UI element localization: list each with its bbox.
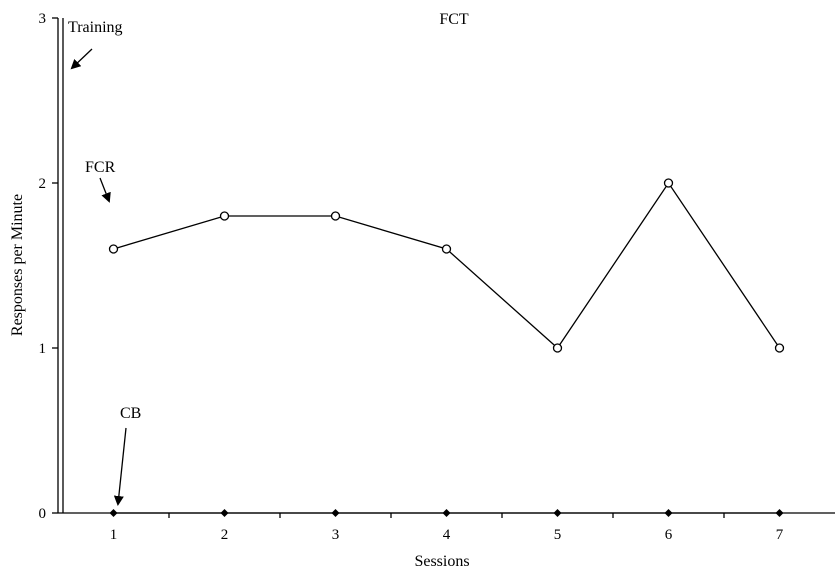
series-layer [108,178,785,517]
x-tick-label: 7 [776,527,784,543]
arrow-training [70,48,93,70]
x-tick-label: 5 [554,527,562,543]
x-tick-label: 2 [221,527,229,543]
fcr-point [663,178,674,188]
x-axis-label: Sessions [414,553,469,570]
cb-point [442,509,451,517]
annotation-training: Training [68,19,123,36]
annotation-fcr: FCR [85,159,116,176]
fcr-point [219,211,230,221]
arrow-fcr [99,177,111,203]
y-tick-label: 3 [39,11,47,27]
cb-point [220,509,229,517]
x-tick-label: 6 [665,527,673,543]
cb-point [331,509,340,517]
fcr-series-line [113,181,781,349]
cb-point [775,509,784,517]
x-tick-label: 4 [443,527,451,543]
x-tick-label: 1 [110,527,118,543]
x-tick-label: 3 [332,527,340,543]
cb-point [109,509,118,517]
cb-point [664,509,673,517]
fcr-point [552,343,563,353]
cb-point [553,509,562,517]
y-axis-label: Responses per Minute [9,194,26,336]
fcr-point [441,244,452,254]
y-tick-label: 1 [39,341,47,357]
fcr-point [108,244,119,254]
fcr-point [330,211,341,221]
y-tick-label: 0 [39,506,47,522]
annotation-cb: CB [120,405,141,422]
chart-title: FCT [439,11,469,28]
y-tick-label: 2 [39,176,47,192]
axes-ticks: 0 1 2 3 1 2 3 4 5 6 7 [39,11,784,543]
arrow-cb [113,427,127,506]
fcr-point [774,343,785,353]
